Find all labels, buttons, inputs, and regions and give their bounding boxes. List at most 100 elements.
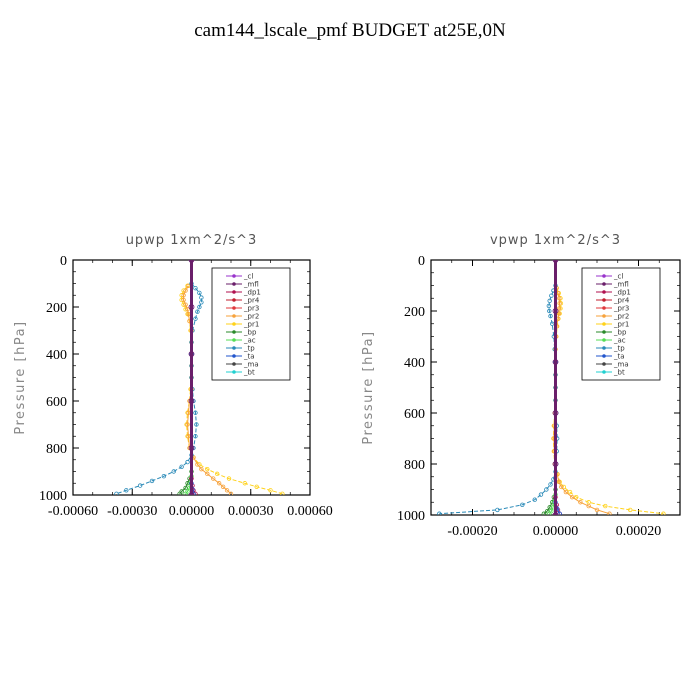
series-point-tp [185,459,190,465]
series-point-pr1 [242,481,248,486]
legend-marker [232,314,236,318]
legend-marker [232,298,236,302]
series-point-tp [193,434,198,439]
series-point-mfl [188,351,195,357]
series-point-bp [177,491,182,495]
series-point-tp [538,492,544,497]
series-point-tp [199,295,204,300]
series-point-pr1 [205,466,210,472]
series-line-pr1 [181,285,283,495]
legend-label: _ta [243,353,255,361]
y-tick-label: 1000 [39,489,67,504]
y-tick-label: 400 [404,356,425,371]
series-point-tp [197,304,202,310]
series-point-tp [197,290,202,296]
series-point-mfl [188,492,195,495]
series-point-pr1 [603,503,608,509]
series-point-pr2 [557,306,562,311]
legend-marker [232,322,236,326]
series-point-pr2 [195,462,200,467]
legend-label: _mfl [613,281,629,289]
legend-marker [232,330,236,334]
legend-marker [602,370,606,374]
legend-label: _ta [613,353,625,361]
legend-marker [602,362,606,366]
legend-marker [602,282,606,286]
series-point-tp [193,316,198,321]
series-point-pr2 [224,488,230,493]
series-point-mfl [552,512,559,515]
legend-label: _pr2 [613,313,629,321]
series-point-tp [546,303,552,309]
x-tick-label: -0.00020 [447,524,497,539]
series-point-tp [137,483,143,488]
x-tick-label: 0.00020 [616,524,662,539]
y-tick-label: 200 [46,301,67,316]
legend-marker [232,370,236,374]
series-point-pr2 [205,471,210,477]
series-point-mfl [552,308,559,314]
legend-label: _ac [243,337,256,345]
legend-label: _ac [613,337,626,345]
series-point-tp [193,410,198,415]
legend-marker [602,330,606,334]
series-point-tp [193,286,198,291]
series-point-pr2 [220,484,226,489]
legend-marker [602,322,606,326]
series-point-tp [547,298,552,303]
series-point-tp [547,308,552,314]
legend-marker [602,354,606,358]
main-title: cam144_lscale_pmf BUDGET at25E,0N [194,20,506,41]
y-tick-label: 800 [46,442,67,457]
legend-marker [232,338,236,342]
series-point-pr1 [268,488,273,493]
legend: _cl_mfl_dp1_pr4_pr3_pr2_pr1_bp_ac_tp_ta_… [581,267,661,381]
legend-label: _pr4 [613,297,630,305]
series-point-tp [548,482,553,487]
series-point-pr2 [557,296,562,301]
series-point-mfl [188,445,195,451]
legend-label: _bp [613,329,627,337]
legend-label: _pr2 [243,313,259,321]
series-point-pr2 [556,479,562,485]
legend-marker [232,306,236,310]
series-point-tp [114,491,119,495]
legend-marker [602,314,606,318]
series-point-tp [149,478,155,484]
series-point-pr2 [185,307,190,312]
legend-label: _ma [243,361,259,369]
series-point-tp [548,313,553,319]
series-point-mfl [552,359,559,365]
series-point-pr2 [216,481,222,486]
legend-label: _pr1 [613,321,629,329]
legend-marker [232,290,236,294]
series-point-mfl [188,398,195,404]
plot-area [114,260,285,495]
y-tick-label: 800 [404,458,425,473]
series-point-pr2 [199,466,204,472]
series-point-pr2 [183,288,188,293]
x-tick-label: 0.00000 [533,524,579,539]
x-tick-label: -0.00060 [48,504,98,519]
legend-marker [232,346,236,350]
series-point-ac [549,508,554,514]
series-point-pr2 [185,422,190,427]
legend-marker [602,298,606,302]
series-line-tp [439,285,558,515]
legend-label: _bp [243,329,257,337]
legend-label: _pr3 [613,305,629,313]
panel-title: upwp 1xm^2/s^3 [126,233,258,248]
y-tick-label: 400 [46,348,67,363]
x-tick-label: 0.00000 [169,504,215,519]
legend-label: _bt [613,369,625,377]
series-point-pr1 [254,484,259,489]
series-point-tp [171,469,176,474]
series-point-pr2 [578,500,583,505]
legend-label: _pr3 [243,305,259,313]
legend-marker [232,354,236,358]
series-point-tp [544,487,549,492]
y-axis-label: Pressure [hPa] [361,330,376,444]
legend: _cl_mfl_dp1_pr4_pr3_pr2_pr1_bp_ac_tp_ta_… [211,267,291,381]
series-point-tp [199,300,204,305]
series-point-pr2 [559,484,564,490]
